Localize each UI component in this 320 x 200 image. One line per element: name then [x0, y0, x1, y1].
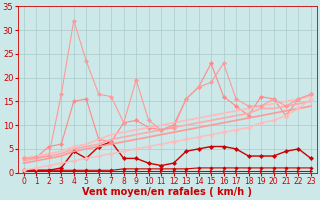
X-axis label: Vent moyen/en rafales ( km/h ): Vent moyen/en rafales ( km/h )	[82, 187, 252, 197]
